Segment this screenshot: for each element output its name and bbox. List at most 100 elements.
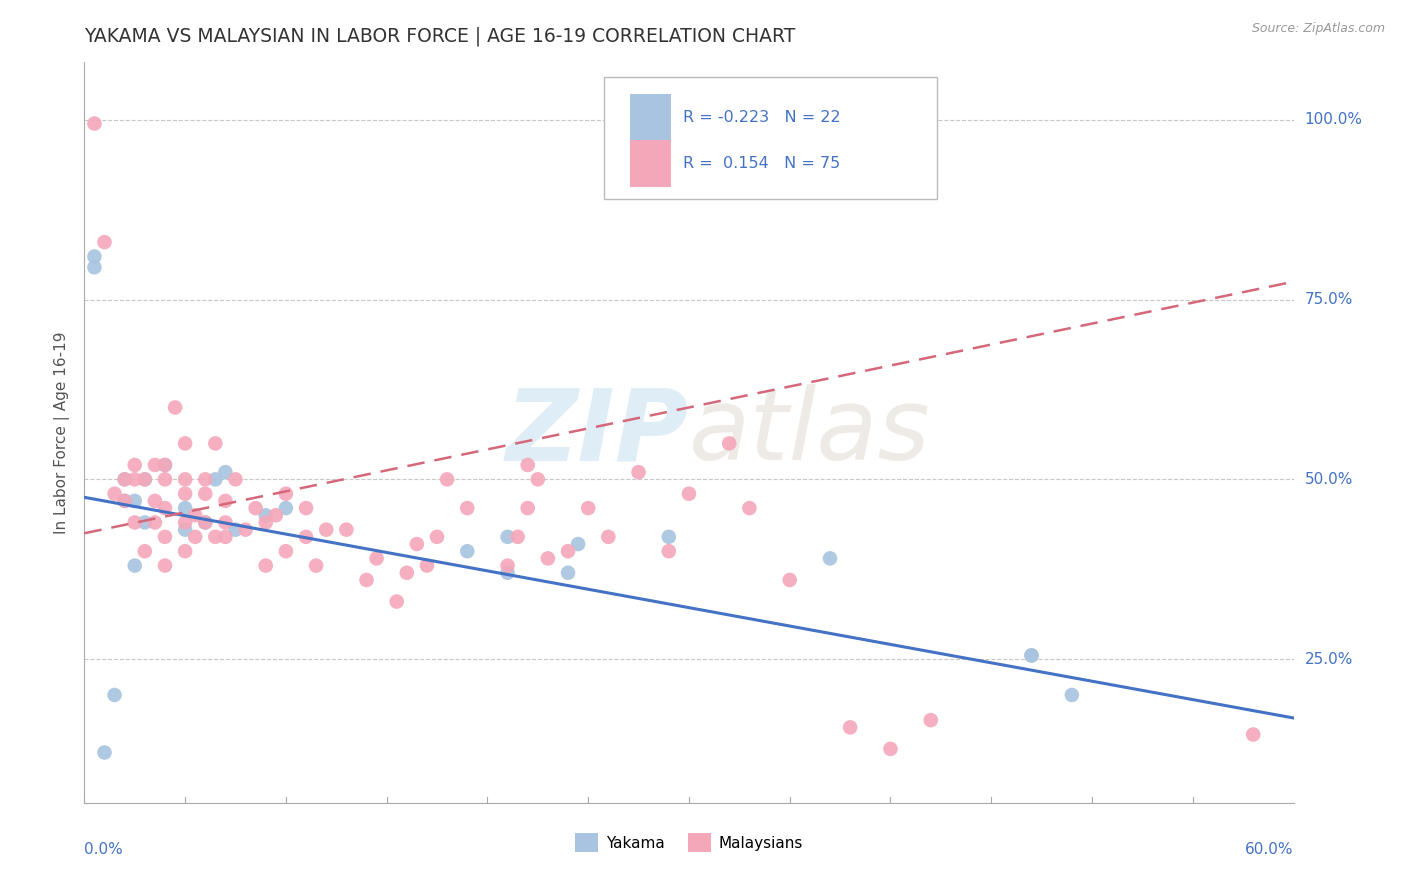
FancyBboxPatch shape bbox=[605, 78, 936, 200]
Point bbox=[143, 494, 166, 508]
Point bbox=[395, 566, 418, 580]
Point bbox=[204, 472, 226, 486]
Text: 75.0%: 75.0% bbox=[1305, 293, 1353, 307]
Point bbox=[496, 566, 519, 580]
Point bbox=[153, 558, 176, 573]
Point bbox=[456, 544, 478, 558]
Text: R = -0.223   N = 22: R = -0.223 N = 22 bbox=[683, 111, 841, 125]
Text: YAKAMA VS MALAYSIAN IN LABOR FORCE | AGE 16-19 CORRELATION CHART: YAKAMA VS MALAYSIAN IN LABOR FORCE | AGE… bbox=[84, 27, 796, 46]
Point bbox=[184, 508, 207, 523]
Text: 0.0%: 0.0% bbox=[84, 842, 124, 856]
Point bbox=[134, 544, 156, 558]
Point bbox=[506, 530, 529, 544]
Point bbox=[678, 486, 700, 500]
Point bbox=[576, 501, 599, 516]
Point bbox=[153, 458, 176, 472]
Point bbox=[153, 472, 176, 486]
Point bbox=[114, 494, 136, 508]
Point bbox=[134, 472, 156, 486]
Text: 60.0%: 60.0% bbox=[1246, 842, 1294, 856]
Y-axis label: In Labor Force | Age 16-19: In Labor Force | Age 16-19 bbox=[55, 331, 70, 534]
Point bbox=[598, 530, 620, 544]
Point bbox=[305, 558, 328, 573]
Point bbox=[254, 516, 277, 530]
Point bbox=[245, 501, 267, 516]
Point bbox=[416, 558, 439, 573]
Point bbox=[153, 530, 176, 544]
Point bbox=[174, 523, 197, 537]
Point bbox=[143, 458, 166, 472]
Point bbox=[718, 436, 741, 450]
Point bbox=[1060, 688, 1083, 702]
Point bbox=[124, 494, 146, 508]
Point bbox=[627, 465, 650, 479]
Point bbox=[436, 472, 458, 486]
Point bbox=[274, 544, 297, 558]
Point bbox=[93, 746, 115, 760]
Point bbox=[527, 472, 550, 486]
Point bbox=[235, 523, 257, 537]
Point bbox=[356, 573, 378, 587]
Point bbox=[104, 688, 127, 702]
Point bbox=[274, 501, 297, 516]
Point bbox=[134, 516, 156, 530]
Point bbox=[818, 551, 841, 566]
Point bbox=[174, 436, 197, 450]
Point bbox=[537, 551, 560, 566]
Point bbox=[295, 530, 318, 544]
Point bbox=[225, 523, 247, 537]
Text: 50.0%: 50.0% bbox=[1305, 472, 1353, 487]
Point bbox=[143, 516, 166, 530]
Point bbox=[1021, 648, 1043, 663]
Point bbox=[839, 720, 862, 734]
Point bbox=[165, 401, 187, 415]
Point bbox=[114, 494, 136, 508]
Point bbox=[83, 250, 105, 264]
Text: R =  0.154   N = 75: R = 0.154 N = 75 bbox=[683, 156, 841, 171]
Point bbox=[557, 544, 579, 558]
Point bbox=[315, 523, 337, 537]
Point bbox=[194, 472, 217, 486]
Point bbox=[204, 530, 226, 544]
Point bbox=[194, 486, 217, 500]
Point bbox=[516, 458, 538, 472]
Point bbox=[738, 501, 761, 516]
Legend: Yakama, Malaysians: Yakama, Malaysians bbox=[569, 827, 808, 858]
Point bbox=[114, 472, 136, 486]
Point bbox=[204, 436, 226, 450]
Point bbox=[658, 530, 681, 544]
Point bbox=[254, 508, 277, 523]
Point bbox=[779, 573, 801, 587]
Point bbox=[366, 551, 388, 566]
Text: Source: ZipAtlas.com: Source: ZipAtlas.com bbox=[1251, 22, 1385, 36]
Point bbox=[264, 508, 287, 523]
Point bbox=[879, 742, 901, 756]
Point bbox=[184, 530, 207, 544]
Point bbox=[104, 486, 127, 500]
Point bbox=[1021, 648, 1043, 663]
Point bbox=[274, 486, 297, 500]
Point bbox=[134, 472, 156, 486]
FancyBboxPatch shape bbox=[630, 140, 671, 187]
Point bbox=[194, 516, 217, 530]
Point bbox=[153, 458, 176, 472]
Point bbox=[658, 544, 681, 558]
Point bbox=[557, 566, 579, 580]
Point bbox=[174, 486, 197, 500]
Point bbox=[174, 516, 197, 530]
Point bbox=[406, 537, 429, 551]
Point bbox=[254, 558, 277, 573]
Point bbox=[456, 501, 478, 516]
Text: atlas: atlas bbox=[689, 384, 931, 481]
Point bbox=[93, 235, 115, 249]
Point bbox=[124, 516, 146, 530]
Point bbox=[153, 501, 176, 516]
Point bbox=[225, 472, 247, 486]
Point bbox=[214, 516, 236, 530]
FancyBboxPatch shape bbox=[630, 94, 671, 141]
Point bbox=[295, 501, 318, 516]
Point bbox=[214, 465, 236, 479]
Point bbox=[124, 472, 146, 486]
Point bbox=[124, 458, 146, 472]
Point bbox=[496, 530, 519, 544]
